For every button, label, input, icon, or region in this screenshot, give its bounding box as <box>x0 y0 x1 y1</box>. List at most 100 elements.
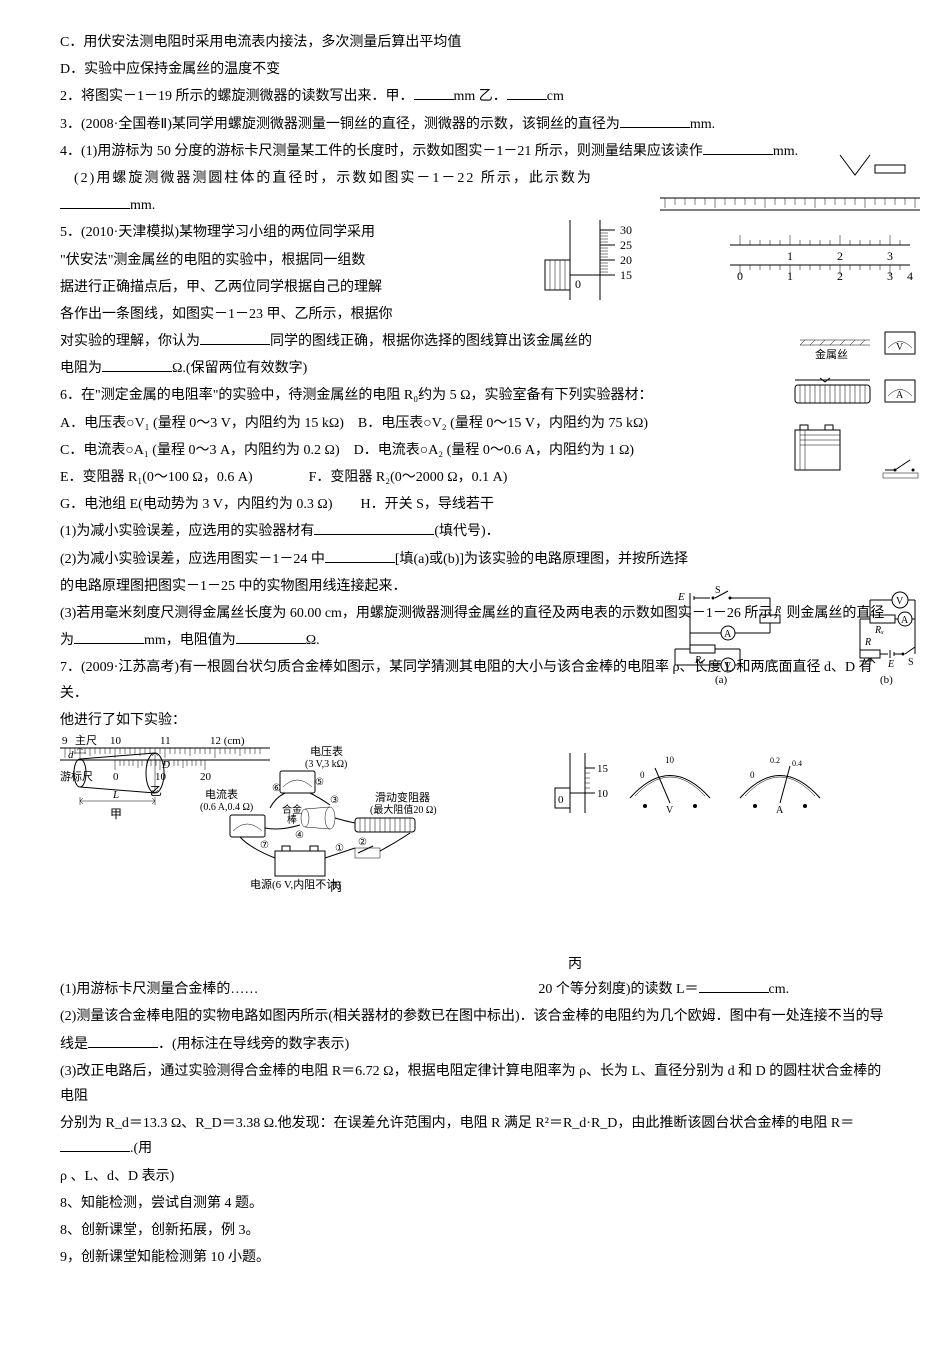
svg-text:0: 0 <box>575 277 581 291</box>
option-c: C．用伏安法测电阻时采用电流表内接法，多次测量后算出平均值 <box>60 30 890 55</box>
svg-text:Rₓ: Rₓ <box>694 655 704 666</box>
blank <box>620 114 690 128</box>
blank <box>102 358 172 372</box>
svg-text:滑动变阻器: 滑动变阻器 <box>375 790 430 804</box>
svg-text:A: A <box>776 805 784 816</box>
svg-text:电压表: 电压表 <box>310 744 343 758</box>
svg-text:15: 15 <box>620 268 632 282</box>
svg-text:S: S <box>715 585 721 596</box>
svg-text:S: S <box>908 657 914 668</box>
svg-text:R: R <box>864 637 871 648</box>
svg-text:A: A <box>901 615 909 626</box>
svg-text:E: E <box>677 591 685 603</box>
svg-text:0.2: 0.2 <box>770 756 780 765</box>
q5-5: 对实验的理解，你认为 同学的图线正确，根据你选择的图线算出该金属丝的 <box>60 329 890 354</box>
q8: 8、知能检测，尝试自测第 4 题。 <box>60 1191 890 1216</box>
svg-text:10: 10 <box>665 755 675 765</box>
vernier-figure: 9 主尺 10 11 12 (cm) <box>60 730 280 809</box>
blank <box>60 195 130 209</box>
svg-text:Rₓ: Rₓ <box>874 625 884 636</box>
q4-2-mm-text: mm. <box>130 198 155 213</box>
q6-1b: (填代号)． <box>434 524 499 539</box>
q7-3b: 分别为 R_d＝13.3 Ω、R_D＝3.38 Ω.他发现：在误差允许范围内，电… <box>60 1111 890 1161</box>
blank <box>236 630 306 644</box>
q7-2b-text: 线是 <box>60 1037 88 1052</box>
svg-text:2: 2 <box>837 249 843 263</box>
q9: 9，创新课堂知能检测第 10 小题。 <box>60 1245 890 1270</box>
q2-text: 2．将图实－1－19 所示的螺旋测微器的读数写出来．甲． <box>60 89 414 104</box>
svg-text:V: V <box>896 342 904 353</box>
svg-text:4: 4 <box>907 269 913 283</box>
svg-text:⑦: ⑦ <box>260 840 269 851</box>
svg-text:9: 9 <box>62 735 68 747</box>
q7-2c: ．(用标注在导线旁的数字表示) <box>158 1037 349 1052</box>
q6-c: C．电流表○A₁ (量程 0～3 A，内阻约为 0.2 Ω) D．电流表○A₂ … <box>60 438 890 463</box>
svg-text:0: 0 <box>558 794 564 806</box>
q7-3b-text: 分别为 R_d＝13.3 Ω、R_D＝3.38 Ω.他发现：在误差允许范围内，电… <box>60 1116 854 1131</box>
svg-text:R: R <box>774 605 781 616</box>
blank <box>314 521 434 535</box>
ruler-figure: 1 2 3 0 1 2 3 4 <box>660 150 920 290</box>
q2-mm: mm 乙． <box>454 89 507 104</box>
svg-text:3: 3 <box>887 249 893 263</box>
svg-text:棒: 棒 <box>287 813 297 826</box>
q7-2b: 线是 ．(用标注在导线旁的数字表示) <box>60 1032 890 1057</box>
q6-3b-text: 为 <box>60 633 74 648</box>
q7-2: (2)测量该合金棒电阻的实物电路如图丙所示(相关器材的参数已在图中标出)．该合金… <box>60 1004 890 1029</box>
q7-3d: ρ 、L、d、D 表示) <box>60 1164 890 1189</box>
blank <box>325 549 395 563</box>
option-d: D．实验中应保持金属丝的温度不变 <box>60 57 890 82</box>
q6-a: A．电压表○V₁ (量程 0～3 V，内阻约为 15 kΩ) B．电压表○V₂ … <box>60 411 890 436</box>
svg-text:11: 11 <box>160 735 171 747</box>
q4-1-text: 4．(1)用游标为 50 分度的游标卡尺测量某工件的长度时，示数如图实－1－21… <box>60 144 703 159</box>
svg-text:12 (cm): 12 (cm) <box>210 735 245 747</box>
question-2: 2．将图实－1－19 所示的螺旋测微器的读数写出来．甲．mm 乙．cm <box>60 84 890 109</box>
svg-text:(b): (b) <box>880 674 893 685</box>
meters-figure: 15 10 0 0 10 V 0 0.2 <box>550 743 830 823</box>
svg-text:A: A <box>896 390 904 401</box>
q6-1-text: (1)为减小实验误差，应选用的实验器材有 <box>60 524 314 539</box>
svg-text:V: V <box>724 661 732 672</box>
q4-2-text: (2)用螺旋测微器测圆柱体的直径时，示数如图实－1－22 所示，此示数为 <box>74 171 593 186</box>
q7-1-text: (1)用游标卡尺测量合金棒的…… 20 个等分刻度)的读数 L＝ <box>60 982 699 997</box>
svg-text:主尺: 主尺 <box>75 734 97 747</box>
document-content: C．用伏安法测电阻时采用电流表内接法，多次测量后算出平均值 D．实验中应保持金属… <box>60 30 890 1270</box>
bing-label: 丙 <box>260 952 890 977</box>
svg-text:④: ④ <box>295 830 304 841</box>
svg-text:25: 25 <box>620 238 632 252</box>
q7-1b: cm. <box>769 982 790 997</box>
scale-figure: 30 25 20 15 0 <box>540 210 650 320</box>
svg-text:金属丝: 金属丝 <box>815 347 848 361</box>
q6-3c: mm，电阻值为 <box>144 633 236 648</box>
blank <box>414 86 454 100</box>
svg-text:V: V <box>896 596 904 607</box>
q7-3: (3)改正电路后，通过实验测得合金棒的电阻 R＝6.72 Ω，根据电阻定律计算电… <box>60 1059 890 1109</box>
svg-text:30: 30 <box>620 223 632 237</box>
svg-text:(最大阻值20 Ω): (最大阻值20 Ω) <box>370 803 437 816</box>
svg-text:10: 10 <box>110 735 122 747</box>
q6-1: (1)为减小实验误差，应选用的实验器材有 (填代号)． <box>60 519 890 544</box>
q6-2-text: (2)为减小实验误差，应选用图实－1－24 中 <box>60 552 325 567</box>
q6-g: G．电池组 E(电动势为 3 V，内阻约为 0.3 Ω) H．开关 S，导线若干 <box>60 492 890 517</box>
q5-5-text: 对实验的理解，你认为 <box>60 334 200 349</box>
svg-text:②: ② <box>358 837 367 848</box>
q5-6b: Ω.(保留两位有效数字) <box>172 361 307 376</box>
svg-text:游标尺: 游标尺 <box>60 769 93 783</box>
blank <box>507 86 547 100</box>
q6-2b: [填(a)或(b)]为该实验的电路原理图，并按所选择 <box>395 552 688 567</box>
svg-text:E: E <box>887 659 894 670</box>
svg-text:0: 0 <box>750 770 755 780</box>
svg-text:10: 10 <box>155 771 167 783</box>
q6-3d: Ω. <box>306 633 320 648</box>
q5-6: 电阻为 Ω.(保留两位有效数字) <box>60 356 890 381</box>
q5-6-text: 电阻为 <box>60 361 102 376</box>
question-3: 3．(2008·全国卷Ⅱ)某同学用螺旋测微器测量一铜丝的直径，测微器的示数，该铜… <box>60 112 890 137</box>
svg-text:①: ① <box>335 843 344 854</box>
svg-text:10: 10 <box>597 788 609 800</box>
svg-text:丙: 丙 <box>330 880 342 893</box>
q5-5b: 同学的图线正确，根据你选择的图线算出该金属丝的 <box>270 334 592 349</box>
q6: 6．在"测定金属的电阻率"的实验中，待测金属丝的电阻 R₀约为 5 Ω，实验室备… <box>60 383 890 408</box>
svg-text:(3 V,3 kΩ): (3 V,3 kΩ) <box>305 759 347 770</box>
q5-4: 各作出一条图线，如图实－1－23 甲、乙所示，根据你 <box>60 302 890 327</box>
svg-text:(a): (a) <box>715 674 728 685</box>
